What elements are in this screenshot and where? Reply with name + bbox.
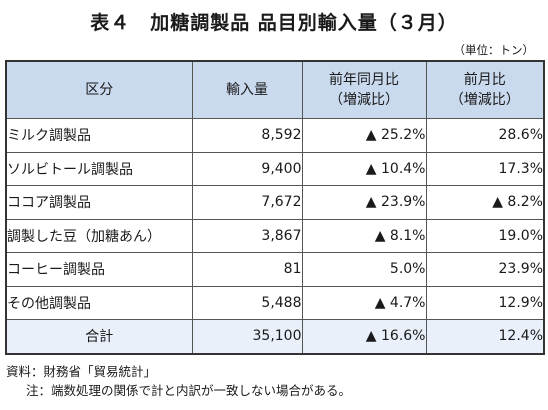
row-mom: ▲ 8.2% (425, 185, 545, 220)
header-yoy: 前年同月比 （増減比） (301, 60, 427, 119)
total-category: 合計 (5, 319, 193, 354)
row-mom: 28.6% (425, 118, 545, 153)
row-import: 81 (191, 252, 303, 287)
source-note: 資料：財務省「貿易統計」 (6, 364, 157, 379)
table-row: ココア調製品 7,672 ▲ 23.9% ▲ 8.2% (5, 185, 545, 220)
row-yoy: ▲ 23.9% (301, 185, 427, 220)
row-mom: 23.9% (425, 252, 545, 287)
footnotes: 資料：財務省「貿易統計」 注：端数処理の関係で計と内訳が一致しない場合がある。 (6, 362, 351, 400)
import-table: 区分 輸入量 前年同月比 （増減比） 前月比 （増減比） ミルク調製品 8,59… (5, 60, 545, 355)
header-yoy-line2: （増減比） (329, 92, 399, 108)
row-mom: 19.0% (425, 218, 545, 253)
header-mom: 前月比 （増減比） (425, 60, 545, 119)
header-mom-line2: （増減比） (449, 92, 520, 108)
row-category: ミルク調製品 (5, 118, 193, 153)
table-row: コーヒー調製品 81 5.0% 23.9% (5, 252, 545, 287)
row-category: その他調製品 (5, 285, 193, 320)
row-yoy: 5.0% (301, 252, 427, 287)
row-category: ソルビトール調製品 (5, 151, 193, 186)
table-row: ミルク調製品 8,592 ▲ 25.2% 28.6% (5, 118, 545, 153)
row-mom: 12.9% (425, 285, 545, 320)
row-category: ココア調製品 (5, 185, 193, 220)
row-import: 9,400 (191, 151, 303, 186)
rounding-note: 注：端数処理の関係で計と内訳が一致しない場合がある。 (26, 383, 352, 398)
row-yoy: ▲ 4.7% (301, 285, 427, 320)
table-row: ソルビトール調製品 9,400 ▲ 10.4% 17.3% (5, 151, 545, 186)
total-import: 35,100 (191, 319, 303, 354)
table-row: その他調製品 5,488 ▲ 4.7% 12.9% (5, 285, 545, 320)
row-yoy: ▲ 10.4% (301, 151, 427, 186)
header-import: 輸入量 (191, 60, 303, 119)
row-import: 3,867 (191, 218, 303, 253)
total-mom: 12.4% (425, 319, 545, 354)
header-mom-line1: 前月比 (463, 72, 506, 88)
total-yoy: ▲ 16.6% (301, 319, 427, 354)
header-yoy-line1: 前年同月比 (329, 72, 399, 88)
row-category: コーヒー調製品 (5, 252, 193, 287)
table-title: 表４ 加糖調製品 品目別輸入量（３月） (90, 12, 458, 34)
row-import: 7,672 (191, 185, 303, 220)
row-import: 5,488 (191, 285, 303, 320)
unit-label: （単位：トン） (453, 43, 535, 57)
row-yoy: ▲ 25.2% (301, 118, 427, 153)
row-category: 調製した豆（加糖あん） (5, 218, 193, 253)
row-mom: 17.3% (425, 151, 545, 186)
row-import: 8,592 (191, 118, 303, 153)
table-row: 調製した豆（加糖あん） 3,867 ▲ 8.1% 19.0% (5, 218, 545, 253)
total-row: 合計 35,100 ▲ 16.6% 12.4% (5, 319, 545, 354)
header-row: 区分 輸入量 前年同月比 （増減比） 前月比 （増減比） (5, 60, 545, 119)
row-yoy: ▲ 8.1% (301, 218, 427, 253)
header-category: 区分 (5, 60, 193, 119)
